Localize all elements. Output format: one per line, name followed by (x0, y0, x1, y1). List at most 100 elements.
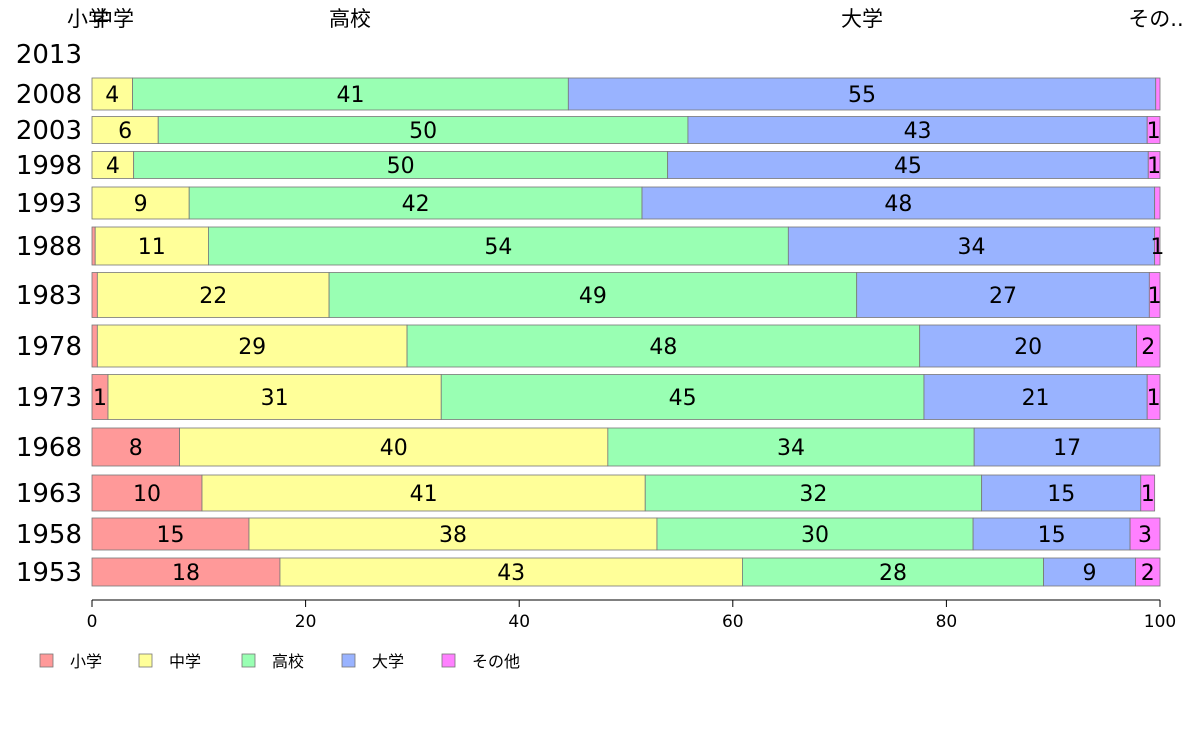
data-label-1978-series-2: 48 (649, 335, 677, 360)
bar-1988-series-4 (1154, 226, 1161, 266)
bar-1973-series-2 (440, 374, 925, 420)
data-label-1998-series-4: 1 (1147, 154, 1161, 179)
data-label-1963-series-1: 41 (410, 482, 438, 507)
bar-1973-series-1 (107, 374, 442, 420)
row-label-1968: 1968 (16, 433, 82, 463)
data-label-1958-series-1: 38 (439, 523, 467, 548)
x-tick-label-20: 20 (295, 612, 317, 632)
data-label-1988-series-1: 11 (138, 235, 166, 260)
legend-swatch-0 (39, 653, 54, 668)
bar-1953-series-2 (742, 557, 1044, 587)
bar-1998-series-3 (667, 151, 1149, 179)
bar-1968-series-0 (91, 427, 180, 467)
data-label-1963-series-4: 1 (1141, 482, 1155, 507)
row-label-1963: 1963 (16, 479, 82, 509)
data-label-1983-series-2: 49 (579, 284, 607, 309)
bar-1963-series-0 (91, 474, 203, 512)
bar-1978-series-4 (1136, 324, 1161, 368)
data-label-1973-series-4: 1 (1147, 386, 1161, 411)
data-label-2003-series-4: 1 (1147, 119, 1161, 144)
bar-1973-series-3 (923, 374, 1148, 420)
data-label-1958-series-3: 15 (1038, 523, 1066, 548)
data-label-1963-series-0: 10 (133, 482, 161, 507)
bar-2003-series-3 (687, 116, 1148, 144)
top-label-shogaku: 小学 (67, 7, 109, 31)
legend-label-4: その他 (472, 652, 520, 671)
x-tick-label-60: 60 (722, 612, 744, 632)
data-label-2003-series-3: 43 (904, 119, 932, 144)
data-label-1973-series-1: 31 (261, 386, 289, 411)
bar-2008-series-4 (1155, 77, 1161, 111)
bar-2003-series-1 (91, 116, 159, 144)
data-label-1978-series-1: 29 (238, 335, 266, 360)
row-label-1953: 1953 (16, 558, 82, 588)
row-label-2013: 2013 (16, 40, 82, 70)
data-label-1983-series-4: 1 (1148, 284, 1162, 309)
bar-1978-series-2 (406, 324, 921, 368)
bar-1993-series-4 (1154, 186, 1161, 220)
top-label-sonota: その.. (1128, 7, 1183, 31)
row-label-1958: 1958 (16, 520, 82, 550)
bar-1958-series-3 (972, 517, 1131, 551)
row-label-1988: 1988 (16, 232, 82, 262)
data-label-1953-series-0: 18 (172, 561, 200, 586)
bar-1953-series-0 (91, 557, 281, 587)
bar-1968-series-1 (179, 427, 609, 467)
bar-1953-series-4 (1135, 557, 1161, 587)
bar-1993-series-2 (188, 186, 643, 220)
data-label-1963-series-2: 32 (799, 482, 827, 507)
data-label-2008-series-3: 55 (848, 83, 876, 108)
bar-1963-series-1 (201, 474, 646, 512)
top-label-daigaku: 大学 (841, 7, 883, 31)
data-label-1998-series-3: 45 (894, 154, 922, 179)
data-label-1993-series-2: 42 (402, 192, 430, 217)
data-label-2008-series-2: 41 (336, 83, 364, 108)
bar-2008-series-3 (567, 77, 1157, 111)
bar-1983-series-3 (856, 272, 1150, 318)
data-label-1983-series-1: 22 (199, 284, 227, 309)
legend-label-2: 高校 (272, 652, 304, 671)
bar-1978-series-1 (96, 324, 408, 368)
data-label-1958-series-0: 15 (156, 523, 184, 548)
data-label-1993-series-3: 48 (884, 192, 912, 217)
x-tick-label-40: 40 (508, 612, 530, 632)
data-label-1953-series-3: 9 (1083, 561, 1097, 586)
data-label-1988-series-4: 1 (1150, 235, 1164, 260)
data-label-1968-series-3: 17 (1053, 436, 1081, 461)
data-label-1953-series-4: 2 (1141, 561, 1155, 586)
data-label-1958-series-2: 30 (801, 523, 829, 548)
x-tick-label-100: 100 (1144, 612, 1176, 632)
bar-1953-series-1 (279, 557, 743, 587)
bar-1998-series-4 (1147, 151, 1161, 179)
data-label-1973-series-2: 45 (669, 386, 697, 411)
data-label-1963-series-3: 15 (1047, 482, 1075, 507)
bar-2003-series-2 (157, 116, 689, 144)
bar-1963-series-2 (644, 474, 983, 512)
bar-2003-series-4 (1146, 116, 1161, 144)
bar-1963-series-3 (981, 474, 1142, 512)
x-tick-label-80: 80 (936, 612, 958, 632)
data-label-1998-series-1: 4 (106, 154, 120, 179)
bar-1958-series-4 (1129, 517, 1161, 551)
bar-1983-series-2 (328, 272, 858, 318)
bar-1993-series-3 (641, 186, 1156, 220)
legend-swatch-3 (341, 653, 356, 668)
bar-1968-series-2 (607, 427, 975, 467)
legend-swatch-1 (138, 653, 153, 668)
row-label-1978: 1978 (16, 332, 82, 362)
bar-1988-series-1 (94, 226, 209, 266)
bar-1978-series-3 (919, 324, 1137, 368)
data-label-1953-series-1: 43 (497, 561, 525, 586)
legend-label-3: 大学 (372, 652, 404, 671)
data-label-1993-series-1: 9 (134, 192, 148, 217)
legend-swatch-4 (441, 653, 456, 668)
data-label-2003-series-2: 50 (409, 119, 437, 144)
bar-1998-series-2 (133, 151, 669, 179)
bar-1958-series-2 (656, 517, 974, 551)
data-label-1958-series-4: 3 (1138, 523, 1152, 548)
row-label-1998: 1998 (16, 151, 82, 181)
top-label-koko: 高校 (329, 7, 371, 31)
bar-2008-series-1 (91, 77, 133, 111)
data-label-1988-series-3: 34 (957, 235, 985, 260)
row-label-1973: 1973 (16, 383, 82, 413)
